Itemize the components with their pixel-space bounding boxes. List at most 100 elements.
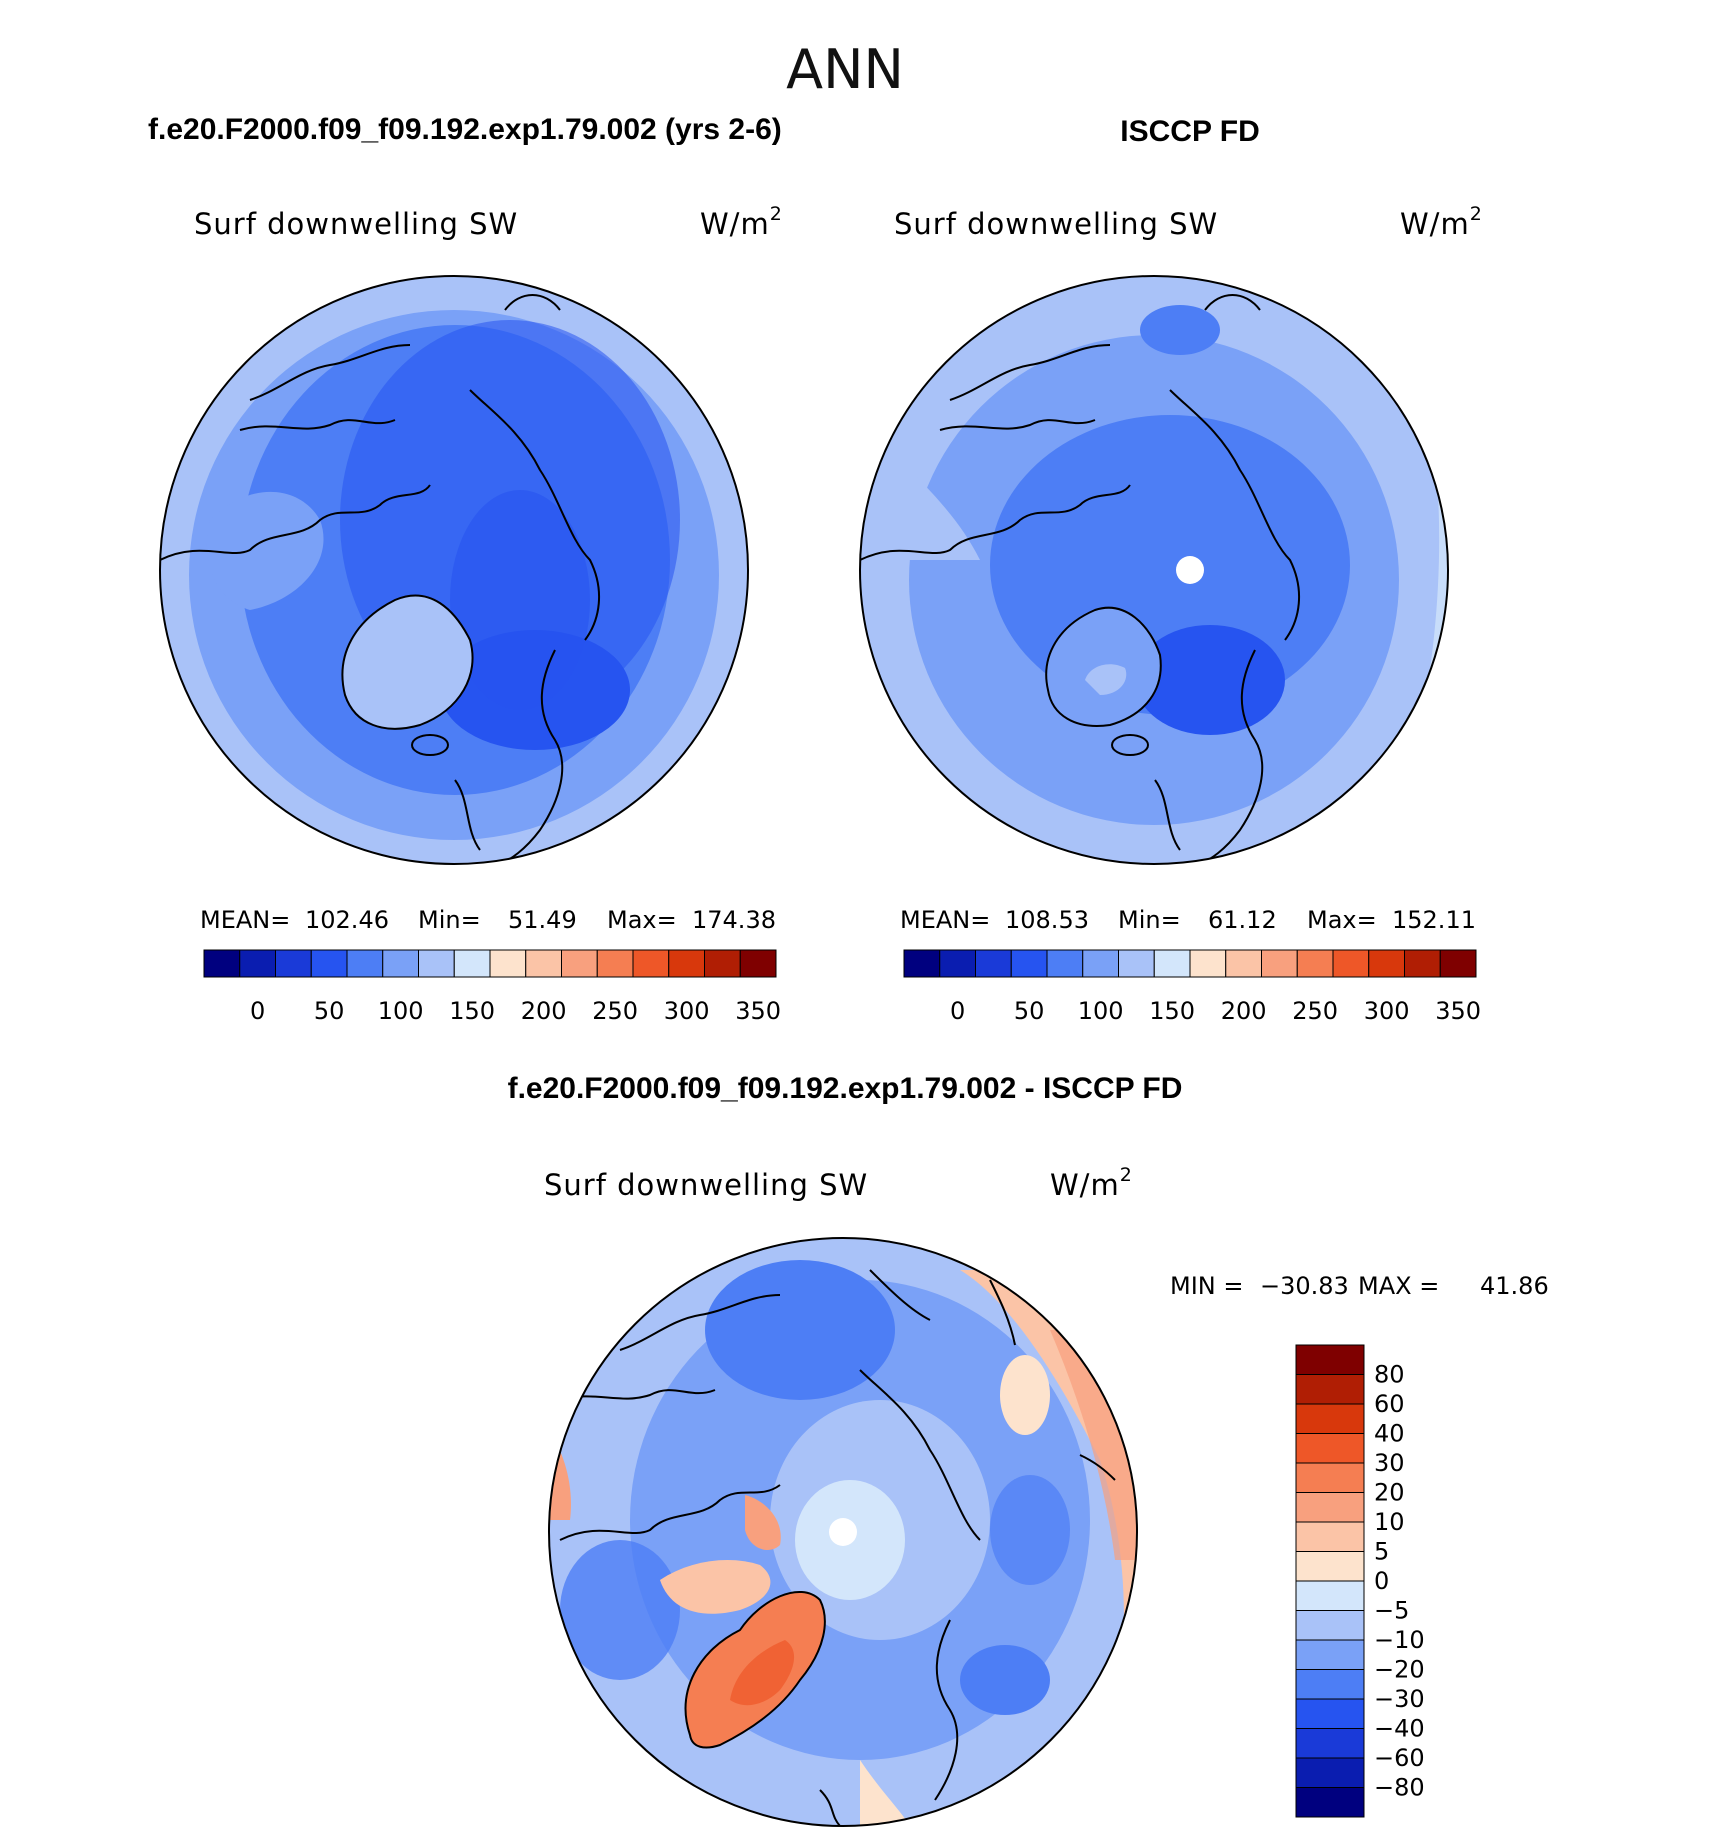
panel-b-colorbar-swatch: [1189, 949, 1227, 978]
panel-b-colorbar-swatch: [1153, 949, 1191, 978]
panel-b-variable: Surf downwelling SW: [894, 207, 1218, 241]
panel-a-colorbar: [203, 949, 777, 978]
panel-c-units-exp: 2: [1120, 1164, 1133, 1186]
panel-a-colorbar-swatch: [489, 949, 527, 978]
panel-b-colorbar-tick-label: 100: [1078, 997, 1124, 1025]
panel-b-colorbar-swatch: [1046, 949, 1084, 978]
panel-c-colorbar-swatch: [1295, 1462, 1365, 1493]
panel-a-colorbar-ticks: 0 50 100 150 200 250 300 350: [250, 997, 781, 1025]
panel-c-colorbar-swatch: [1295, 1492, 1365, 1523]
panel-a-colorbar-swatch: [310, 949, 348, 978]
panel-b-max-label: Max=: [1307, 906, 1377, 934]
panel-a-colorbar-swatch: [704, 949, 741, 978]
panel-b-mean-value: 108.53: [1005, 906, 1089, 934]
panel-b-colorbar-tick-label: 200: [1221, 997, 1267, 1025]
panel-a-colorbar-swatch: [632, 949, 670, 978]
panel-b-min-label: Min=: [1118, 906, 1181, 934]
panel-c-colorbar-tick-label: 60: [1374, 1390, 1405, 1418]
panel-c-colorbar-swatch: [1295, 1521, 1365, 1552]
panel-c-frame: [548, 1237, 1138, 1827]
panel-b-title: ISCCP FD: [1120, 115, 1259, 148]
panel-b-colorbar-swatch: [1082, 949, 1119, 978]
panel-a-units-base: W/m: [700, 207, 770, 241]
panel-c-colorbar-tick-label: −60: [1374, 1744, 1425, 1772]
panel-b-units-exp: 2: [1470, 203, 1483, 225]
panel-b-colorbar-swatch: [1332, 949, 1370, 978]
panel-c-colorbar-tick-label: 40: [1374, 1420, 1405, 1448]
panel-a-colorbar-swatch: [346, 949, 384, 978]
panel-b-colorbar-swatch: [1296, 949, 1334, 978]
panel-a-colorbar-swatch: [382, 949, 419, 978]
panel-c-stats: MIN = −30.83 MAX = 41.86: [1170, 1272, 1549, 1300]
panel-a-colorbar-swatch: [561, 949, 598, 978]
panel-b-max-value: 152.11: [1392, 906, 1476, 934]
panel-b-colorbar-swatch: [1439, 949, 1477, 978]
panel-a-units-exp: 2: [770, 203, 783, 225]
panel-a-mean-label: MEAN=: [200, 906, 290, 934]
panel-c-colorbar-tick-label: −20: [1374, 1656, 1425, 1684]
panel-a-colorbar-swatch: [203, 949, 241, 978]
panel-b-stats: MEAN= 108.53 Min= 61.12 Max= 152.11: [900, 906, 1476, 934]
panel-b-units-base: W/m: [1400, 207, 1470, 241]
panel-c-title: f.e20.F2000.f09_f09.192.exp1.79.002 - IS…: [508, 1072, 1183, 1105]
panel-c-colorbar-swatch: [1295, 1580, 1365, 1611]
panel-c-colorbar-swatch: [1295, 1433, 1365, 1464]
panel-c-max-label: MAX =: [1358, 1272, 1439, 1300]
panel-c-colorbar-tick-label: −5: [1374, 1597, 1409, 1625]
panel-c-colorbar-swatch: [1295, 1374, 1365, 1405]
panel-b-colorbar-swatch: [1261, 949, 1298, 978]
panel-a-colorbar-tick-label: 350: [735, 997, 781, 1025]
panel-a-colorbar-tick-label: 150: [449, 997, 495, 1025]
panel-b-map: [860, 276, 1448, 864]
panel-c-colorbar-swatch: [1295, 1403, 1365, 1434]
panel-c-colorbar-tick-label: −10: [1374, 1626, 1425, 1654]
panel-a-colorbar-tick-label: 0: [250, 997, 265, 1025]
panel-c-colorbar-swatch: [1295, 1698, 1365, 1729]
panel-c-units-base: W/m: [1050, 1168, 1120, 1202]
panel-b-frame: [859, 275, 1449, 865]
panel-a-map: [160, 276, 748, 864]
panel-b-colorbar-ticks: 0 50 100 150 200 250 300 350: [950, 997, 1481, 1025]
panel-a-max-label: Max=: [607, 906, 677, 934]
panel-a-colorbar-tick-label: 200: [521, 997, 567, 1025]
panel-b-colorbar-tick-label: 0: [950, 997, 965, 1025]
panel-c-colorbar-tick-label: −80: [1374, 1774, 1425, 1802]
panel-c-colorbar-tick-label: 5: [1374, 1538, 1389, 1566]
panel-a-units: W/m2: [700, 203, 783, 241]
panel-a-colorbar-swatch: [668, 949, 705, 978]
panel-b-colorbar-tick-label: 50: [1014, 997, 1045, 1025]
panel-c-colorbar-tick-label: 0: [1374, 1567, 1389, 1595]
panel-b-min-value: 61.12: [1208, 906, 1277, 934]
panel-a-stats: MEAN= 102.46 Min= 51.49 Max= 174.38: [200, 906, 776, 934]
panel-a-colorbar-swatch: [239, 949, 276, 978]
panel-c-colorbar-swatch: [1295, 1728, 1365, 1759]
panel-b-colorbar-tick-label: 300: [1364, 997, 1410, 1025]
panel-a-variable: Surf downwelling SW: [194, 207, 518, 241]
panel-c-colorbar-tick-label: 30: [1374, 1449, 1405, 1477]
panel-c-units: W/m2: [1050, 1164, 1133, 1202]
panel-a-colorbar-tick-label: 300: [664, 997, 710, 1025]
panel-a-colorbar-tick-label: 250: [592, 997, 638, 1025]
panel-c-variable: Surf downwelling SW: [544, 1168, 868, 1202]
panel-c-colorbar-swatch: [1295, 1610, 1365, 1641]
panel-a-frame: [159, 275, 749, 865]
panel-b-colorbar-swatch: [903, 949, 941, 978]
panel-a-colorbar-swatch: [739, 949, 777, 978]
panel-b-colorbar: [903, 949, 1477, 978]
panel-c-colorbar-tick-label: −40: [1374, 1715, 1425, 1743]
panel-a-min-label: Min=: [418, 906, 481, 934]
panel-b-colorbar-swatch: [1225, 949, 1262, 978]
panel-a-colorbar-swatch: [525, 949, 562, 978]
panel-b-colorbar-swatch: [1404, 949, 1441, 978]
panel-c-min-label: MIN =: [1170, 1272, 1243, 1300]
panel-a-colorbar-tick-label: 100: [378, 997, 424, 1025]
panel-b-colorbar-tick-label: 350: [1435, 997, 1481, 1025]
panel-b-colorbar-swatch: [1010, 949, 1048, 978]
panel-c-colorbar: [1295, 1344, 1365, 1818]
panel-b-colorbar-tick-label: 150: [1149, 997, 1195, 1025]
panel-b-units: W/m2: [1400, 203, 1483, 241]
panel-b-colorbar-swatch: [939, 949, 976, 978]
panel-c-colorbar-swatch: [1295, 1551, 1365, 1582]
panel-b-colorbar-tick-label: 250: [1292, 997, 1338, 1025]
